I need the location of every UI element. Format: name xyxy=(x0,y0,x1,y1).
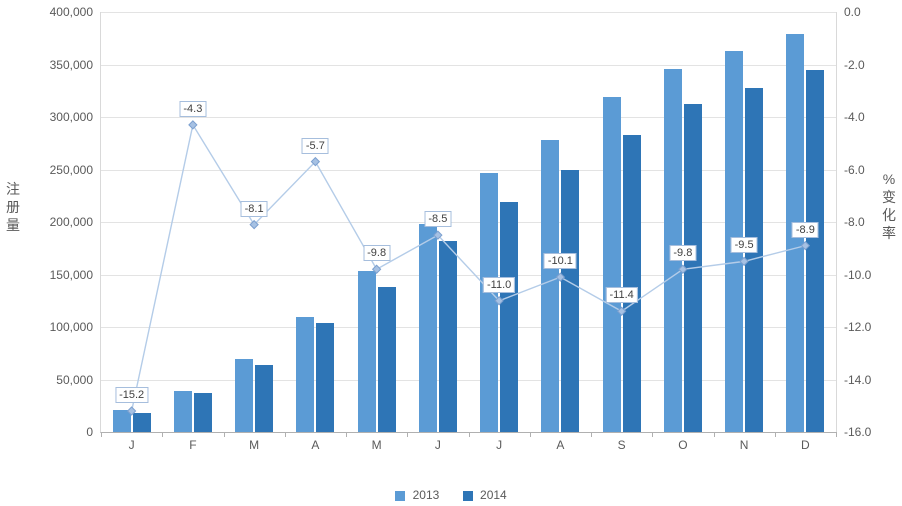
x-tick xyxy=(346,432,347,437)
line-path xyxy=(132,125,806,411)
line-marker xyxy=(618,307,626,315)
y-right-tick-label: -6.0 xyxy=(844,163,865,177)
legend-swatch-2014 xyxy=(463,491,473,501)
x-tick xyxy=(530,432,531,437)
x-tick-label: D xyxy=(801,438,810,452)
x-tick xyxy=(714,432,715,437)
line-marker xyxy=(189,121,197,129)
line-marker xyxy=(801,242,809,250)
legend-item-2013: 2013 xyxy=(395,488,439,502)
registration-chart: 注册量 % 变化率 050,000100,000150,000200,00025… xyxy=(0,0,902,506)
x-tick xyxy=(775,432,776,437)
line-data-label: -9.8 xyxy=(669,245,696,261)
x-tick-label: J xyxy=(129,438,135,452)
line-data-label: -5.7 xyxy=(302,138,329,154)
x-tick-label: S xyxy=(618,438,626,452)
y-right-tick-label: 0.0 xyxy=(844,5,861,19)
x-tick xyxy=(407,432,408,437)
y-right-tick-label: -16.0 xyxy=(844,425,871,439)
y-left-tick-label: 50,000 xyxy=(33,373,93,387)
legend-item-2014: 2014 xyxy=(463,488,507,502)
y-right-tick-label: -14.0 xyxy=(844,373,871,387)
x-tick xyxy=(285,432,286,437)
y-right-tick-label: -8.0 xyxy=(844,215,865,229)
y-left-tick-label: 0 xyxy=(33,425,93,439)
x-tick-label: M xyxy=(372,438,382,452)
x-tick-label: J xyxy=(496,438,502,452)
y-left-tick-label: 100,000 xyxy=(33,320,93,334)
legend-label-2014: 2014 xyxy=(480,488,507,502)
y-left-tick-label: 200,000 xyxy=(33,215,93,229)
x-tick xyxy=(101,432,102,437)
y-right-axis-title: % 变化率 xyxy=(880,170,898,242)
line-marker xyxy=(740,257,748,265)
x-tick-label: J xyxy=(435,438,441,452)
y-right-tick-label: -2.0 xyxy=(844,58,865,72)
y-left-tick-label: 350,000 xyxy=(33,58,93,72)
y-right-tick-label: -4.0 xyxy=(844,110,865,124)
line-data-label: -9.5 xyxy=(731,237,758,253)
y-left-tick-label: 150,000 xyxy=(33,268,93,282)
line-marker xyxy=(556,273,564,281)
line-marker xyxy=(679,265,687,273)
line-data-label: -9.8 xyxy=(363,245,390,261)
line-series-svg xyxy=(101,12,836,432)
line-marker xyxy=(128,407,136,415)
line-data-label: -11.0 xyxy=(483,277,515,293)
plot-area: 050,000100,000150,000200,000250,000300,0… xyxy=(100,12,837,433)
line-data-label: -10.1 xyxy=(544,253,577,269)
line-data-label: -8.1 xyxy=(241,201,268,217)
line-data-label: -15.2 xyxy=(115,387,148,403)
y-left-tick-label: 400,000 xyxy=(33,5,93,19)
x-tick xyxy=(162,432,163,437)
y-left-axis-title: 注册量 xyxy=(4,180,22,234)
x-tick xyxy=(652,432,653,437)
x-tick-label: A xyxy=(556,438,564,452)
line-marker xyxy=(373,265,381,273)
y-right-tick-label: -12.0 xyxy=(844,320,871,334)
x-tick xyxy=(836,432,837,437)
legend: 2013 2014 xyxy=(0,488,902,502)
line-data-label: -8.9 xyxy=(792,222,819,238)
legend-label-2013: 2013 xyxy=(413,488,440,502)
y-left-tick-label: 300,000 xyxy=(33,110,93,124)
x-tick xyxy=(224,432,225,437)
line-data-label: -4.3 xyxy=(179,101,206,117)
line-data-label: -11.4 xyxy=(605,287,637,303)
y-left-tick-label: 250,000 xyxy=(33,163,93,177)
x-tick-label: N xyxy=(740,438,749,452)
legend-swatch-2013 xyxy=(395,491,405,501)
x-tick xyxy=(591,432,592,437)
x-tick xyxy=(469,432,470,437)
x-tick-label: M xyxy=(249,438,259,452)
x-tick-label: A xyxy=(311,438,319,452)
y-right-tick-label: -10.0 xyxy=(844,268,871,282)
x-tick-label: F xyxy=(189,438,196,452)
x-tick-label: O xyxy=(678,438,687,452)
line-data-label: -8.5 xyxy=(424,211,451,227)
